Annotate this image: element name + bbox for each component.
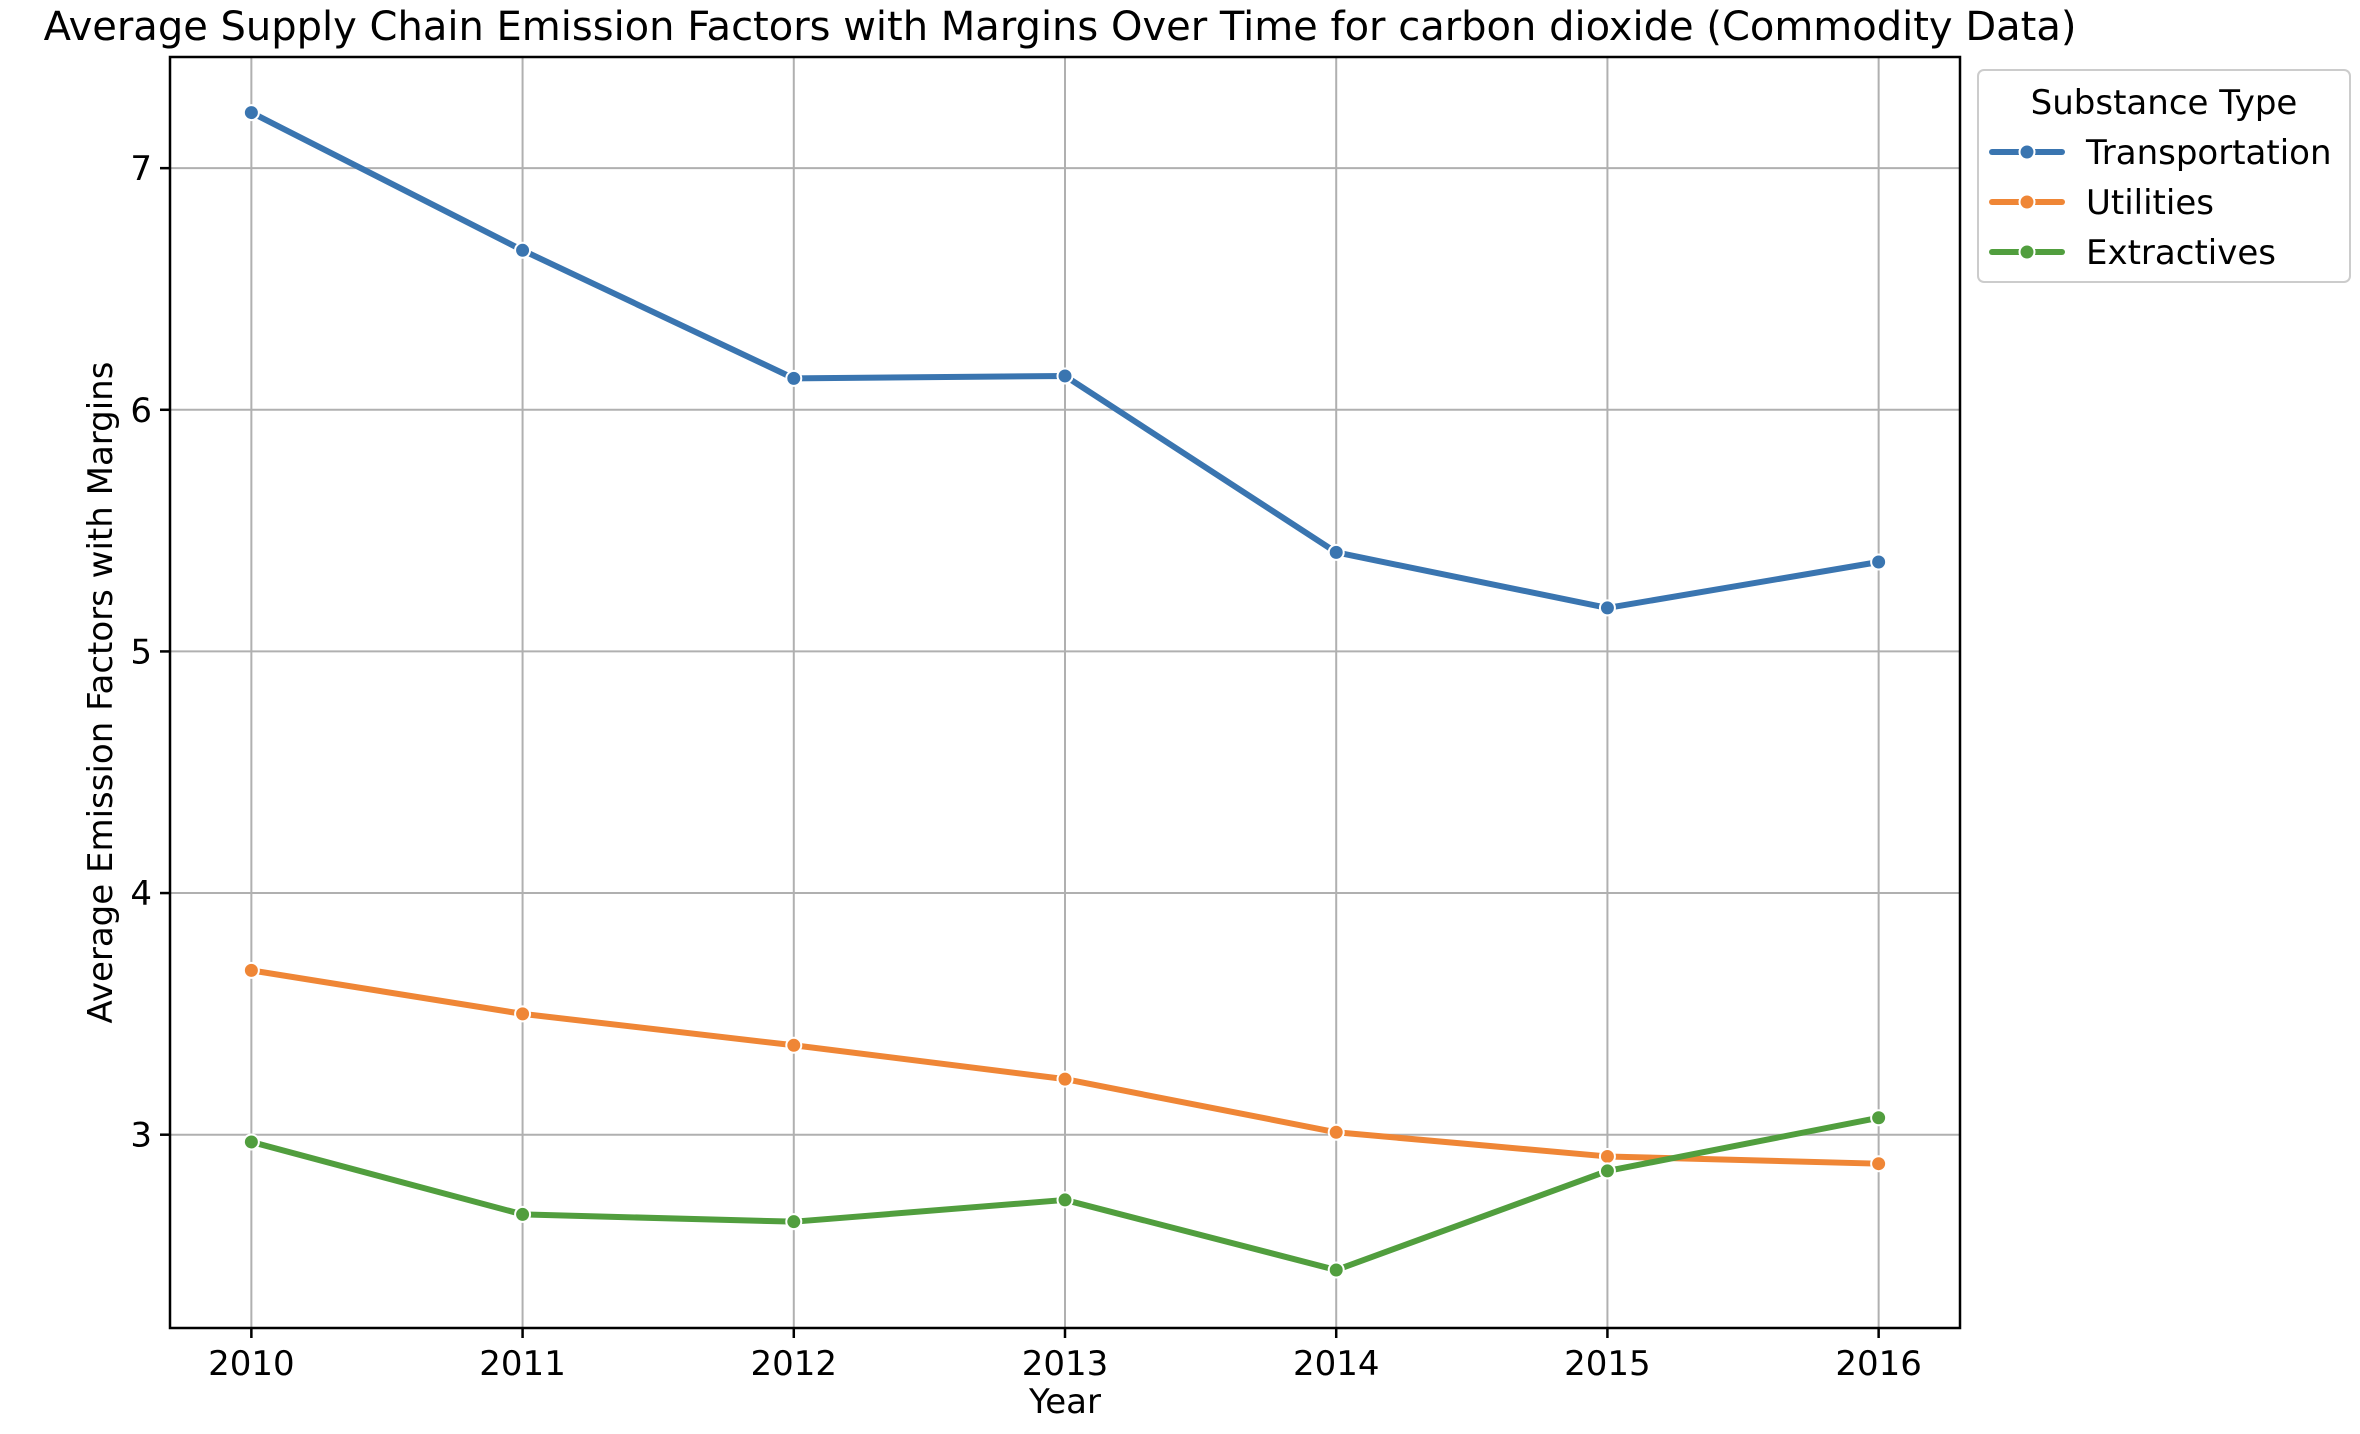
legend-swatch-marker (2018, 143, 2036, 161)
x-tick-label: 2014 (1293, 1344, 1380, 1384)
data-point (785, 1036, 803, 1054)
y-tick-label: 3 (130, 1116, 152, 1156)
data-point (514, 1205, 532, 1223)
y-tick-label: 7 (130, 149, 152, 189)
grid-lines (170, 57, 1960, 1328)
legend-items: Transportation Utilities Extractives (1989, 133, 2332, 273)
data-point (1870, 1109, 1888, 1127)
series-transportation (242, 104, 1888, 617)
legend-label: Transportation (2085, 133, 2332, 173)
legend-item-transportation: Transportation (1989, 133, 2332, 173)
series-utilities (242, 961, 1888, 1173)
data-point (785, 369, 803, 387)
y-tick-label: 5 (130, 632, 152, 672)
data-point (1598, 1162, 1616, 1180)
legend-box (1977, 69, 2351, 283)
x-axis-label: Year (1028, 1382, 1101, 1422)
x-tick-label: 2013 (1022, 1344, 1109, 1384)
legend-label: Extractives (2086, 233, 2276, 273)
y-tick-label: 4 (130, 874, 152, 914)
legend-item-utilities: Utilities (1989, 183, 2214, 223)
series-lines (242, 104, 1888, 1279)
x-tick-label: 2010 (208, 1344, 295, 1384)
legend-swatch-marker (2018, 193, 2036, 211)
data-point (242, 104, 260, 122)
legend-swatch-marker (2018, 243, 2036, 261)
x-axis-ticks: 2010 2011 2012 2013 2014 2015 2016 (208, 1328, 1922, 1384)
x-tick-label: 2011 (479, 1344, 566, 1384)
data-point (242, 961, 260, 979)
y-axis-ticks: 3 4 5 6 7 (130, 149, 170, 1156)
data-point (1870, 1155, 1888, 1173)
data-point (785, 1213, 803, 1231)
legend-item-extractives: Extractives (1989, 233, 2276, 273)
data-point (1598, 599, 1616, 617)
x-tick-label: 2012 (751, 1344, 838, 1384)
data-point (1056, 367, 1074, 385)
legend-label: Utilities (2086, 183, 2214, 223)
data-point (514, 1005, 532, 1023)
x-tick-label: 2016 (1835, 1344, 1922, 1384)
data-point (1327, 1123, 1345, 1141)
data-point (242, 1133, 260, 1151)
data-point (514, 241, 532, 259)
legend: Substance Type Transportation Utilities Ex… (1977, 69, 2351, 283)
series-extractives (242, 1109, 1888, 1279)
data-point (1327, 1261, 1345, 1279)
y-tick-label: 6 (130, 391, 152, 431)
legend-title: Substance Type (2031, 83, 2298, 123)
chart-title: Average Supply Chain Emission Factors wi… (44, 4, 2077, 50)
data-point (1598, 1147, 1616, 1165)
data-point (1870, 553, 1888, 571)
data-point (1056, 1070, 1074, 1088)
x-tick-label: 2015 (1564, 1344, 1651, 1384)
data-point (1327, 543, 1345, 561)
data-point (1056, 1191, 1074, 1209)
y-axis-label: Average Emission Factors with Margins (81, 362, 121, 1024)
